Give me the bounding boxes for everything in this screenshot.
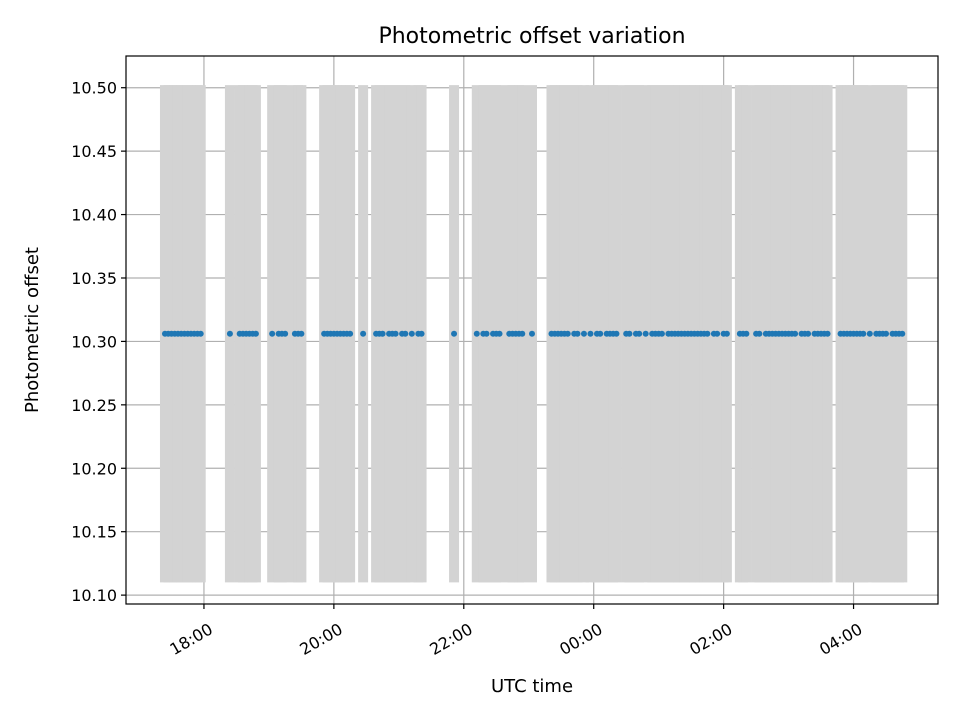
data-point [408,330,415,337]
data-point [496,330,503,337]
y-tick-label: 10.20 [71,459,117,478]
data-point [704,330,711,337]
data-point [899,330,906,337]
data-point [269,330,276,337]
y-axis: 10.10 10.15 10.20 10.25 10.30 10.35 10.40 10.45… [71,79,126,605]
data-points [161,330,906,337]
data-point [642,330,649,337]
data-point [883,330,890,337]
y-tick-label: 10.50 [71,79,117,98]
x-axis-label: UTC time [491,676,573,697]
data-point [418,330,425,337]
data-point [564,330,571,337]
data-point [714,330,721,337]
data-point [860,330,867,337]
data-point [379,330,386,337]
data-point [483,330,490,337]
data-point [197,330,204,337]
y-tick-label: 10.40 [71,206,117,225]
data-point [587,330,594,337]
data-point [451,330,458,337]
data-point [574,330,581,337]
data-point [613,330,620,337]
data-point [805,330,812,337]
y-tick-label: 10.30 [71,332,117,351]
data-point [597,330,604,337]
data-point [392,330,399,337]
y-tick-label: 10.45 [71,142,117,161]
data-point [636,330,643,337]
data-point [866,330,873,337]
y-tick-label: 10.15 [71,523,117,542]
data-point [226,330,233,337]
data-point [743,330,750,337]
data-point [360,330,367,337]
data-point [626,330,633,337]
data-point [723,330,730,337]
y-tick-label: 10.25 [71,396,117,415]
data-point [824,330,831,337]
data-point [580,330,587,337]
chart-title: Photometric offset variation [378,24,685,49]
y-tick-label: 10.10 [71,586,117,605]
data-point [756,330,763,337]
data-point [402,330,409,337]
data-point [792,330,799,337]
data-point [519,330,526,337]
data-point [473,330,480,337]
y-axis-label: Photometric offset [22,247,43,413]
data-point [347,330,354,337]
data-point [282,330,289,337]
data-point [658,330,665,337]
plot-frame [125,55,939,605]
data-point [529,330,535,337]
y-tick-label: 10.35 [71,269,117,288]
data-point [298,330,305,337]
data-point [252,330,259,337]
